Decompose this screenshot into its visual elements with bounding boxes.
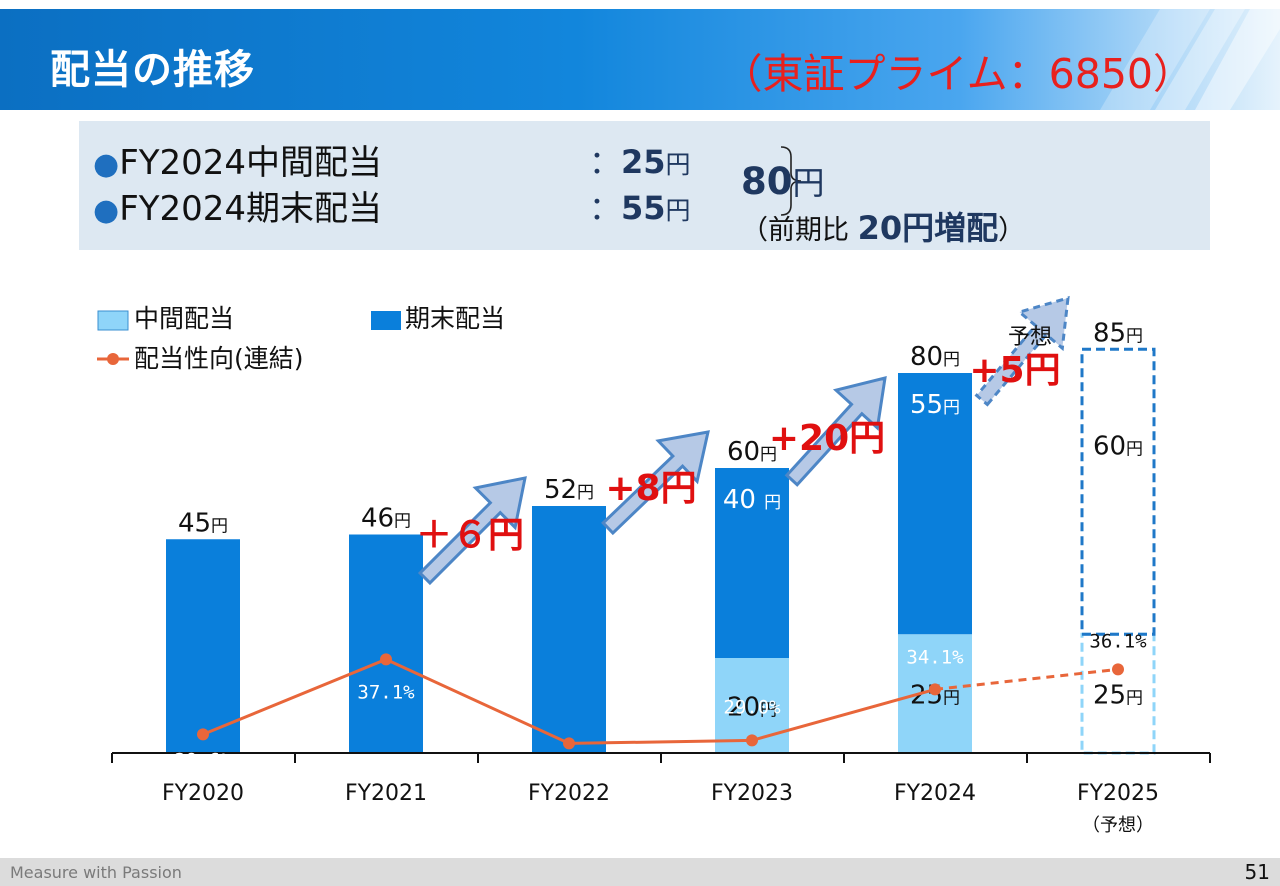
payout-point-FY2024: [929, 683, 941, 696]
payout-point-FY2025: [1112, 663, 1124, 676]
payout-label-FY2023: 29.0%: [723, 696, 781, 718]
summary-colon: ：: [589, 189, 622, 227]
total-label-FY2022: 52円: [544, 475, 594, 505]
year-end-label-FY2024: 55円: [910, 390, 960, 420]
summary-value-year-end: ：55円: [589, 183, 691, 229]
payout-point-FY2022: [563, 737, 575, 750]
bar-year-end-FY2024: [898, 373, 972, 635]
legend-swatch-interim: [97, 310, 129, 331]
increase-label-1: +8円: [605, 468, 696, 509]
total-label-FY2020: 45円: [178, 508, 228, 538]
annual-total-unit: 円: [792, 164, 825, 202]
summary-amount: 25: [621, 143, 666, 181]
page-title: 配当の推移: [50, 47, 255, 93]
bar-year-end-FY2020: [166, 539, 240, 753]
brace-icon: [780, 146, 802, 216]
year-end-label-FY2025: 60円: [1093, 431, 1143, 461]
forecast-note: 予想: [1008, 325, 1052, 350]
increase-arrow-fy2023: [601, 430, 710, 536]
dividend-summary-box: ●FY2024中間配当 ●FY2024期末配当 ：25円 ：55円 80円 （前…: [79, 121, 1210, 250]
payout-point-FY2021: [380, 653, 392, 666]
x-tick-note-FY2025: （予想）: [1082, 815, 1154, 836]
page-number: 51: [1244, 860, 1270, 884]
x-tick-FY2025: FY2025: [1077, 781, 1159, 806]
increase-label-3: +5円: [969, 350, 1060, 391]
increase-arrow-fy2024: [784, 376, 887, 487]
legend-label-interim: 中間配当: [134, 304, 234, 333]
payout-label-FY2024: 34.1%: [906, 646, 964, 668]
interim-label-FY2023: 20円: [727, 693, 777, 723]
payout-label-FY2025: 36.1%: [1089, 630, 1147, 652]
dividend-chart: 45円 FY2020 46円 FY2021 52円 FY2022 60円 20円 40 円 FY2…: [97, 295, 1211, 836]
summary-unit: 円: [665, 196, 691, 225]
x-tick-FY2021: FY2021: [345, 781, 427, 806]
footer-bar: Measure with Passion 51: [0, 858, 1280, 886]
payout-point-FY2020: [197, 728, 209, 741]
increase-note: （前期比 20円増配）: [741, 203, 1025, 249]
interim-label-FY2025: 25円: [1093, 681, 1143, 711]
payout-point-FY2023: [746, 734, 758, 747]
payout-line-forecast: [934, 667, 1119, 691]
increase-suffix: ）: [998, 215, 1026, 246]
x-tick-FY2020: FY2020: [162, 781, 244, 806]
legend-swatch-year-end: [371, 311, 401, 330]
legend-label-payout: 配当性向(連結): [134, 344, 304, 373]
annual-total-value: 80: [741, 160, 793, 203]
x-tick-FY2024: FY2024: [894, 781, 976, 806]
increase-arrow-fy2025: [974, 295, 1070, 407]
summary-colon: ：: [589, 143, 622, 181]
legend-swatch-payout-point: [107, 353, 119, 365]
increase-arrow-fy2022: [417, 476, 527, 586]
bar-year-end-FY2021: [349, 534, 423, 753]
payout-label-FY2022: 28.7%: [540, 756, 598, 778]
summary-row-interim: ●FY2024中間配当: [93, 135, 382, 184]
total-label-FY2021: 46円: [361, 504, 411, 534]
summary-label: FY2024期末配当: [119, 189, 383, 229]
total-label-FY2024: 80円: [910, 342, 960, 372]
total-label-FY2025: 85円: [1093, 318, 1143, 348]
increase-label-0: ＋６円: [416, 515, 524, 556]
legend-label-year-end: 期末配当: [405, 304, 505, 333]
summary-row-year-end: ●FY2024期末配当: [93, 181, 382, 230]
increase-prefix: （前期比: [741, 215, 858, 246]
increase-label-2: +20円: [769, 418, 885, 459]
payout-label-FY2020: 29.6%: [174, 749, 232, 771]
x-tick-FY2023: FY2023: [711, 781, 793, 806]
x-tick-FY2022: FY2022: [528, 781, 610, 806]
payout-label-FY2021: 37.1%: [357, 681, 415, 703]
footer-tagline: Measure with Passion: [10, 863, 182, 882]
bullet-icon: ●: [93, 147, 120, 182]
ticker-label: （東証プライム：6850）: [721, 50, 1194, 98]
summary-label: FY2024中間配当: [119, 143, 383, 183]
bar-year-end-FY2023: [715, 468, 789, 658]
bar-year-end-FY2022: [532, 506, 606, 753]
bar-year-end-FY2025: [1080, 347, 1156, 636]
title-banner: 配当の推移 （東証プライム：6850）: [0, 9, 1280, 110]
increase-amount: 20円増配: [857, 209, 999, 247]
summary-unit: 円: [665, 150, 691, 179]
summary-value-interim: ：25円: [589, 137, 691, 183]
total-label-FY2023: 60円: [727, 437, 777, 467]
banner-stripes: [1100, 9, 1280, 110]
annual-total: 80円: [741, 158, 825, 204]
summary-amount: 55: [621, 189, 666, 227]
bullet-icon: ●: [93, 193, 120, 228]
year-end-label-FY2023: 40 円: [723, 485, 781, 515]
